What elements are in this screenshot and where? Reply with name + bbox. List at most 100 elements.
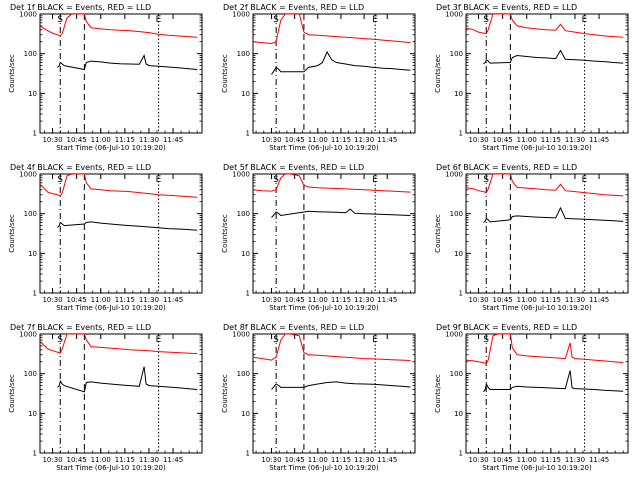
x-axis-label: Start Time (06-Jul-10 10:19:20) xyxy=(269,144,379,152)
x-axis-label: Start Time (06-Jul-10 10:19:20) xyxy=(482,464,592,472)
plot-frame xyxy=(252,13,416,134)
y-axis-label: Counts/sec xyxy=(221,214,229,253)
x-tick-label: 11:45 xyxy=(377,296,397,304)
y-axis-label: Counts/sec xyxy=(8,214,16,253)
x-tick-label: 11:45 xyxy=(377,456,397,464)
x-tick-label: 11:30 xyxy=(139,456,159,464)
x-tick-label: 11:00 xyxy=(308,456,328,464)
y-tick-label: 100 xyxy=(237,370,250,378)
y-tick-label: 1 xyxy=(33,130,37,138)
x-tick-label: 11:15 xyxy=(541,456,561,464)
x-tick-label: 11:30 xyxy=(565,136,585,144)
x-axis-label: Start Time (06-Jul-10 10:19:20) xyxy=(56,304,166,312)
x-axis-label: Start Time (06-Jul-10 10:19:20) xyxy=(482,144,592,152)
panel-title: Det 9f BLACK = Events, RED = LLD xyxy=(436,323,577,332)
panel-title: Det 7f BLACK = Events, RED = LLD xyxy=(10,323,151,332)
x-tick-label: 10:30 xyxy=(468,136,488,144)
detector-panel-5: Det 5f BLACK = Events, RED = LLD 1 10 100 10… xyxy=(221,163,416,312)
panel-title: Det 8f BLACK = Events, RED = LLD xyxy=(223,323,364,332)
y-tick-label: 100 xyxy=(237,50,250,58)
y-tick-label: 1000 xyxy=(19,331,37,339)
series-line-black xyxy=(483,49,624,65)
x-tick-label: 11:00 xyxy=(308,296,328,304)
plot-frame xyxy=(465,173,629,294)
series-line-black xyxy=(57,366,198,393)
x-tick-label: 11:45 xyxy=(377,136,397,144)
x-axis-label: Start Time (06-Jul-10 10:19:20) xyxy=(56,464,166,472)
series-line-black xyxy=(271,50,411,75)
plot-frame xyxy=(465,13,629,134)
y-axis-label: Counts/sec xyxy=(8,54,16,93)
x-tick-label: 11:45 xyxy=(589,296,609,304)
y-tick-label: 10 xyxy=(28,90,37,98)
y-tick-label: 10 xyxy=(454,410,463,418)
y-tick-label: 1000 xyxy=(445,331,463,339)
y-tick-label: 1 xyxy=(459,290,463,298)
x-tick-label: 11:00 xyxy=(517,296,537,304)
event-marker-label: S xyxy=(273,15,279,25)
y-tick-label: 1 xyxy=(33,290,37,298)
x-tick-label: 10:45 xyxy=(493,456,513,464)
series-line-red xyxy=(40,334,198,355)
x-tick-label: 11:30 xyxy=(354,456,374,464)
series-line-red xyxy=(466,14,624,38)
y-tick-label: 1000 xyxy=(445,11,463,19)
y-tick-label: 100 xyxy=(24,210,37,218)
y-axis-label: Counts/sec xyxy=(221,374,229,413)
plot-frame xyxy=(252,173,416,294)
x-axis-label: Start Time (06-Jul-10 10:19:20) xyxy=(56,144,166,152)
series-line-black xyxy=(57,221,198,231)
x-tick-label: 11:30 xyxy=(354,136,374,144)
detector-panel-6: Det 6f BLACK = Events, RED = LLD 1 10 100 10… xyxy=(434,163,629,312)
y-tick-label: 1 xyxy=(246,450,250,458)
x-tick-label: 11:45 xyxy=(163,136,183,144)
panel-title: Det 2f BLACK = Events, RED = LLD xyxy=(223,3,364,12)
event-marker-label: S xyxy=(57,175,63,185)
x-tick-label: 11:00 xyxy=(91,296,111,304)
y-tick-label: 100 xyxy=(450,50,463,58)
x-tick-label: 11:30 xyxy=(139,136,159,144)
y-tick-label: 1 xyxy=(33,450,37,458)
x-tick-label: 11:45 xyxy=(163,296,183,304)
x-tick-label: 10:45 xyxy=(285,296,305,304)
y-tick-label: 100 xyxy=(24,50,37,58)
x-tick-label: 11:45 xyxy=(163,456,183,464)
detector-panel-7: Det 7f BLACK = Events, RED = LLD 1 10 100 10… xyxy=(8,323,203,472)
y-tick-label: 1000 xyxy=(19,171,37,179)
detector-panel-2: Det 2f BLACK = Events, RED = LLD 1 10 100 10… xyxy=(221,3,416,152)
x-tick-label: 11:15 xyxy=(115,136,135,144)
x-tick-label: 10:30 xyxy=(261,136,281,144)
panel-title: Det 5f BLACK = Events, RED = LLD xyxy=(223,163,364,172)
x-tick-label: 10:30 xyxy=(261,296,281,304)
series-line-red xyxy=(253,14,411,45)
event-marker-label: E xyxy=(372,175,378,185)
x-tick-label: 11:15 xyxy=(331,296,351,304)
y-tick-label: 1000 xyxy=(232,331,250,339)
y-tick-label: 10 xyxy=(241,410,250,418)
x-tick-label: 10:45 xyxy=(67,136,87,144)
y-tick-label: 100 xyxy=(450,370,463,378)
event-marker-label: S xyxy=(57,15,63,25)
y-tick-label: 10 xyxy=(28,410,37,418)
x-tick-label: 11:45 xyxy=(589,136,609,144)
x-axis-label: Start Time (06-Jul-10 10:19:20) xyxy=(269,304,379,312)
series-line-black xyxy=(57,54,198,71)
plot-frame xyxy=(39,173,203,294)
y-tick-label: 1 xyxy=(246,290,250,298)
x-tick-label: 11:45 xyxy=(589,456,609,464)
x-tick-label: 10:30 xyxy=(261,456,281,464)
series-line-red xyxy=(40,14,198,38)
y-tick-label: 1000 xyxy=(232,171,250,179)
y-tick-label: 10 xyxy=(454,250,463,258)
x-tick-label: 11:15 xyxy=(115,456,135,464)
y-axis-label: Counts/sec xyxy=(8,374,16,413)
series-line-black xyxy=(271,208,411,218)
y-tick-label: 1 xyxy=(459,130,463,138)
series-line-red xyxy=(253,334,411,361)
event-marker-label: S xyxy=(57,335,63,345)
x-tick-label: 10:45 xyxy=(285,456,305,464)
event-marker-label: E xyxy=(372,335,378,345)
event-marker-label: S xyxy=(273,175,279,185)
x-tick-label: 11:00 xyxy=(91,136,111,144)
